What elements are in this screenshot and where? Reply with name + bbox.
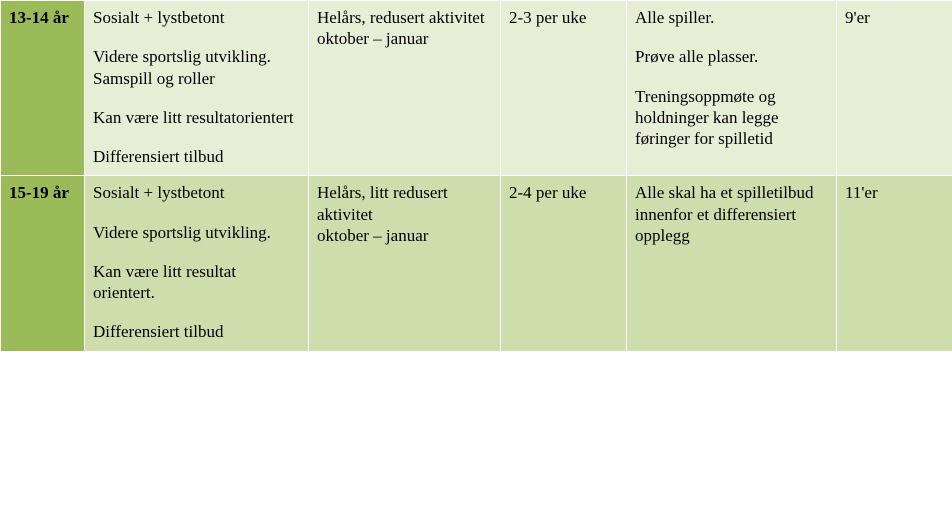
col3-cell: 2-3 per uke [501,1,627,176]
col4-cell: Alle spiller. Prøve alle plasser. Trenin… [627,1,837,176]
col1-p: Sosialt + lystbetont [93,7,300,28]
col4-p: Alle spiller. [635,7,828,28]
col1-p: Differensiert tilbud [93,321,300,342]
age-label: 15-19 år [9,183,69,202]
col1-p: Kan være litt resultat orientert. [93,261,300,304]
age-label: 13-14 år [9,8,69,27]
age-cell: 13-14 år [1,1,85,176]
col3-text: 2-3 per uke [509,8,586,27]
col1-p: Sosialt + lystbetont [93,182,300,203]
table-row: 13-14 år Sosialt + lystbetont Videre spo… [1,1,952,176]
col2-text: Helårs, redusert aktivitet oktober – jan… [317,8,485,48]
age-cell: 15-19 år [1,176,85,351]
col2-cell: Helårs, redusert aktivitet oktober – jan… [309,1,501,176]
col3-text: 2-4 per uke [509,183,586,202]
col5-cell: 11'er [837,176,952,351]
table-wrapper: 13-14 år Sosialt + lystbetont Videre spo… [0,0,952,512]
col4-p: Prøve alle plasser. [635,46,828,67]
col2-text: Helårs, litt redusert aktivitet oktober … [317,183,448,245]
col4-p: Alle skal ha et spilletilbud innenfor et… [635,182,828,246]
col3-cell: 2-4 per uke [501,176,627,351]
col5-text: 11'er [845,183,878,202]
col1-p: Videre sportslig utvikling. [93,222,300,243]
col1-p: Kan være litt resultatorientert [93,107,300,128]
col1-p: Differensiert tilbud [93,146,300,167]
col1-p: Videre sportslig utvikling. Samspill og … [93,46,300,89]
col4-p: Treningsoppmøte og holdninger kan legge … [635,86,828,150]
col1-cell: Sosialt + lystbetont Videre sportslig ut… [85,1,309,176]
col2-cell: Helårs, litt redusert aktivitet oktober … [309,176,501,351]
table-row: 15-19 år Sosialt + lystbetont Videre spo… [1,176,952,351]
col4-cell: Alle skal ha et spilletilbud innenfor et… [627,176,837,351]
col1-cell: Sosialt + lystbetont Videre sportslig ut… [85,176,309,351]
col5-text: 9'er [845,8,870,27]
age-group-table: 13-14 år Sosialt + lystbetont Videre spo… [0,0,952,352]
col5-cell: 9'er [837,1,952,176]
